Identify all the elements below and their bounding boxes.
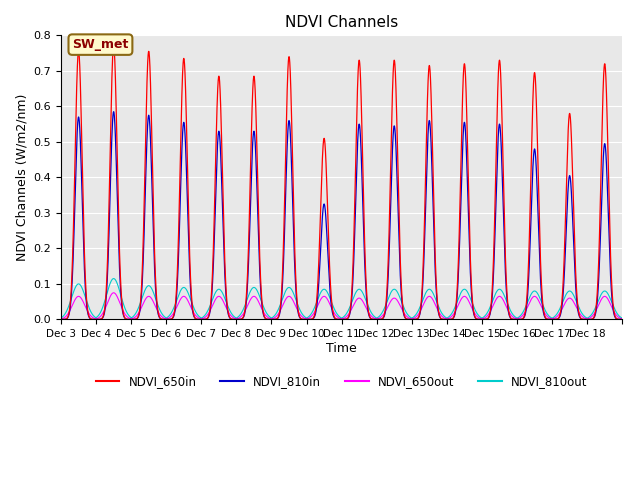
NDVI_650in (618, 316, 626, 322)
Line: NDVI_810in: NDVI_810in (61, 112, 622, 319)
NDVI_810out (57, 315, 65, 321)
NDVI_810out (321, 287, 329, 292)
NDVI_810in (399, 310, 407, 316)
NDVI_650in (399, 308, 407, 314)
X-axis label: Time: Time (326, 342, 357, 355)
NDVI_810in (385, 272, 392, 278)
Line: NDVI_650in: NDVI_650in (61, 46, 622, 319)
Line: NDVI_810out: NDVI_810out (61, 278, 622, 318)
NDVI_810in (57, 316, 65, 322)
Legend: NDVI_650in, NDVI_810in, NDVI_650out, NDVI_810out: NDVI_650in, NDVI_810in, NDVI_650out, NDV… (91, 371, 593, 393)
NDVI_810in (486, 314, 493, 320)
NDVI_810out (485, 306, 493, 312)
NDVI_650in (321, 143, 329, 148)
NDVI_650in (110, 43, 118, 49)
NDVI_810in (321, 204, 329, 210)
NDVI_650out (618, 316, 626, 322)
NDVI_650out (77, 295, 84, 300)
NDVI_810in (77, 144, 84, 150)
NDVI_810out (384, 296, 392, 302)
NDVI_810out (618, 315, 626, 321)
NDVI_650out (399, 309, 407, 315)
NDVI_810out (273, 310, 280, 315)
NDVI_650in (303, 316, 310, 322)
Text: SW_met: SW_met (72, 38, 129, 51)
NDVI_650out (321, 294, 329, 300)
NDVI_810out (110, 276, 118, 281)
NDVI_650in (385, 257, 392, 263)
NDVI_810in (618, 316, 626, 322)
NDVI_650out (486, 310, 493, 316)
Line: NDVI_650out: NDVI_650out (61, 293, 622, 319)
NDVI_650in (486, 313, 493, 319)
Title: NDVI Channels: NDVI Channels (285, 15, 398, 30)
NDVI_810out (399, 303, 407, 309)
NDVI_650out (110, 290, 118, 296)
NDVI_650in (273, 316, 280, 322)
NDVI_650out (273, 313, 280, 319)
NDVI_650out (57, 316, 65, 322)
NDVI_810out (77, 282, 84, 288)
NDVI_650out (385, 303, 392, 309)
NDVI_650in (57, 316, 65, 322)
NDVI_810in (110, 109, 118, 115)
Y-axis label: NDVI Channels (W/m2/nm): NDVI Channels (W/m2/nm) (15, 94, 28, 261)
NDVI_650out (373, 316, 381, 322)
NDVI_650in (77, 88, 84, 94)
NDVI_810in (338, 316, 346, 322)
NDVI_810in (273, 316, 280, 322)
